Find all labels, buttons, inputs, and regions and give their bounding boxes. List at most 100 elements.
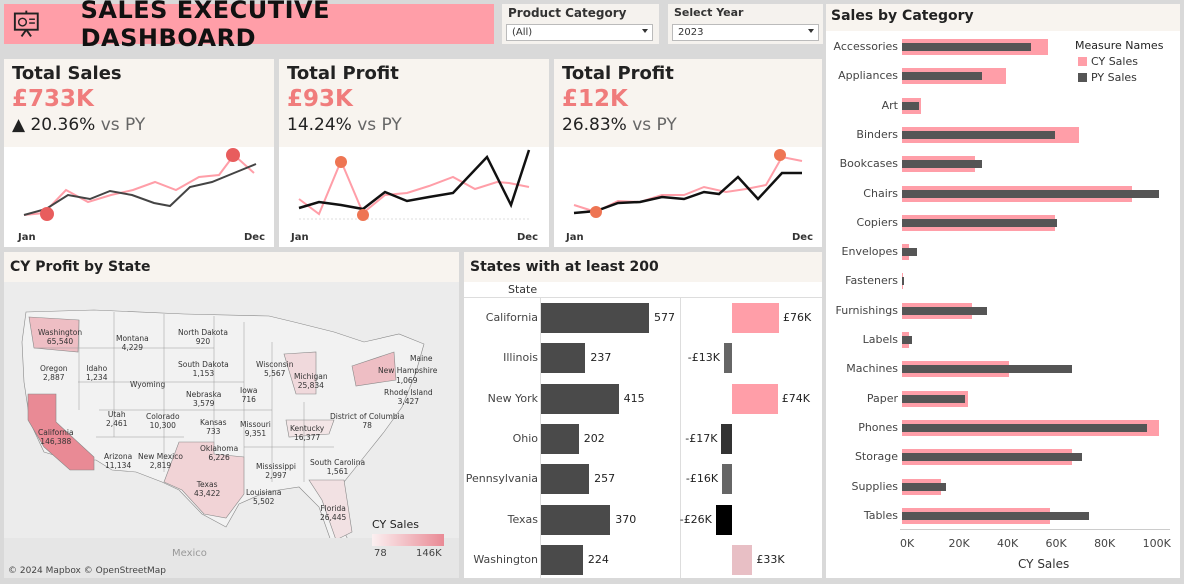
state-row-label[interactable]: Ohio [512,431,538,445]
state-label-south-dakota[interactable]: South Dakota 1,153 [178,360,229,378]
state-label-iowa[interactable]: Iowa 716 [240,386,258,404]
state-label-colorado[interactable]: Colorado 10,300 [146,412,180,430]
state-label-mississippi[interactable]: Mississippi 2,997 [256,462,296,480]
state-label-vermont[interactable]: 1,069 [396,376,418,385]
category-label[interactable]: Envelopes [841,245,898,259]
category-label[interactable]: Binders [856,127,898,141]
state-row-label[interactable]: Illinois [503,351,538,365]
category-label[interactable]: Storage [854,450,898,464]
py-sales-bar[interactable] [902,218,1058,227]
state-count-bar[interactable] [541,544,583,575]
state-profit-bar[interactable] [722,464,732,495]
py-sales-bar[interactable] [902,306,987,315]
category-label[interactable]: Bookcases [839,157,898,171]
state-label-washington[interactable]: Washington 65,540 [38,328,83,346]
state-profit-bar[interactable] [723,343,732,374]
state-label-louisiana[interactable]: Louisiana 5,502 [246,488,282,506]
state-row-label[interactable]: Texas [507,512,538,526]
state-label-maine[interactable]: Maine [410,354,433,363]
state-profit-bar[interactable] [732,383,778,414]
state-label-oregon[interactable]: Oregon 2,887 [40,364,68,382]
category-label[interactable]: Furnishings [835,303,899,317]
state-label-california[interactable]: California 146,388 [38,428,74,446]
state-label-nebraska[interactable]: Nebraska 3,579 [186,390,222,408]
category-label[interactable]: Phones [858,420,898,434]
py-sales-bar[interactable] [902,130,1055,139]
product-category-label: Product Category [508,6,627,20]
state-label-missouri[interactable]: Missouri 9,351 [240,420,271,438]
state-count-bar[interactable] [541,343,586,374]
state-label-oklahoma[interactable]: Oklahoma 6,226 [200,444,239,462]
py-sales-bar[interactable] [902,43,1031,51]
state-profit-bar[interactable] [715,504,732,535]
state-label-texas[interactable]: Texas 43,422 [194,480,221,498]
category-label[interactable]: Appliances [838,69,898,83]
category-label[interactable]: Fasteners [845,274,898,288]
state-label-utah[interactable]: Utah 2,461 [106,410,128,428]
product-category-value: (All) [512,27,533,38]
state-profit-bar[interactable] [732,303,779,333]
year-label: Select Year [674,6,744,19]
year-select[interactable]: 2023 [672,24,819,41]
state-profit-value: -£17K [685,431,718,445]
py-sales-bar[interactable] [902,160,983,169]
state-row-label[interactable]: New York [487,391,538,405]
state-label-florida[interactable]: Florida 26,445 [320,504,347,522]
category-label[interactable]: Art [881,98,898,112]
state-label-wyoming[interactable]: Wyoming [130,380,166,389]
state-label-south-carolina[interactable]: South Carolina 1,561 [310,458,366,476]
state-label-north-dakota[interactable]: North Dakota 920 [178,328,228,346]
category-label[interactable]: Paper [866,391,898,405]
state-profit-bar[interactable] [732,544,753,575]
state-count-bar[interactable] [541,423,579,454]
us-map[interactable]: Washington 65,540 Oregon 2,887 California 1… [4,282,459,578]
state-count-bar[interactable] [541,383,619,414]
state-label-dc[interactable]: District of Columbia 78 [330,412,405,430]
py-sales-bar[interactable] [902,511,1089,520]
category-label[interactable]: Labels [862,333,898,346]
state-profit-bar[interactable] [721,423,732,454]
py-sales-bar[interactable] [902,423,1148,432]
category-label[interactable]: Accessories [833,40,898,53]
py-sales-bar[interactable] [902,277,904,286]
state-label-kansas[interactable]: Kansas 733 [200,418,227,436]
py-sales-bar[interactable] [902,72,983,81]
state-label-montana[interactable]: Montana 4,229 [116,334,149,352]
py-sales-bar[interactable] [902,482,946,491]
py-sales-bar[interactable] [902,453,1082,462]
state-label-new-mexico[interactable]: New Mexico 2,819 [138,452,183,470]
state-profit-value: -£13K [687,351,720,365]
state-label-arizona[interactable]: Arizona 11,134 [104,452,133,470]
py-sales-bar[interactable] [902,336,912,344]
py-sales-bar[interactable] [902,365,1072,374]
product-category-select[interactable]: (All) [506,24,653,41]
state-label-michigan[interactable]: Michigan 25,834 [294,372,328,390]
state-row-label[interactable]: Pennsylvania [465,472,538,486]
state-count-bar[interactable] [541,504,611,535]
state-count-bar[interactable] [541,303,649,333]
state-row-label[interactable]: Washington [473,552,538,566]
state-label-new-hampshire[interactable]: New Hampshire [378,366,438,375]
category-label[interactable]: Copiers [856,215,898,229]
py-sales-bar[interactable] [902,248,917,257]
category-label[interactable]: Chairs [863,186,898,200]
kpi-total-profit-2: Total Profit £12K 26.83% vs PY [554,59,822,147]
state-row-label[interactable]: California [485,311,538,324]
state-count-bar[interactable] [541,464,590,495]
chevron-down-icon [808,29,814,33]
state-profit-value: £76K [783,311,812,324]
state-profit-value: -£16K [685,472,719,486]
state-label-wisconsin[interactable]: Wisconsin 5,567 [256,360,294,378]
state-label-kentucky[interactable]: Kentucky 16,377 [290,424,325,442]
state-label-rhode-island[interactable]: Rhode Island 3,427 [384,388,433,406]
category-label[interactable]: Supplies [851,479,898,493]
kpi-value: £733K [12,86,94,112]
divider [540,298,541,578]
py-sales-bar[interactable] [902,394,966,403]
state-label-idaho[interactable]: Idaho 1,234 [86,364,108,382]
map-country-label: Mexico [172,548,207,559]
category-label[interactable]: Tables [863,508,898,522]
py-sales-bar[interactable] [902,101,919,110]
category-label[interactable]: Machines [846,362,898,376]
py-sales-bar[interactable] [902,189,1160,198]
